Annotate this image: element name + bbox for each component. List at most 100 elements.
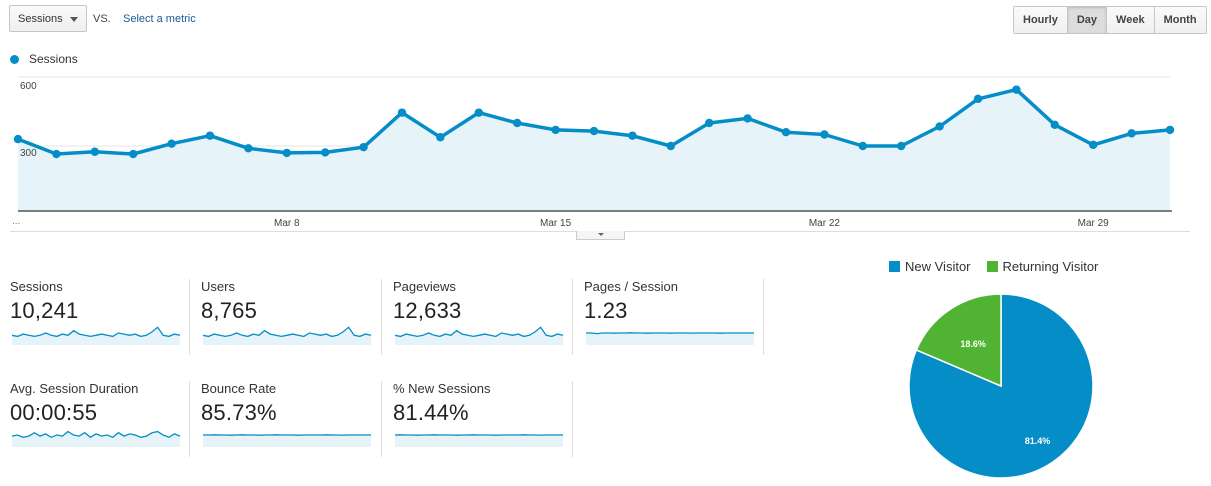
sessions-point[interactable] <box>1050 120 1060 130</box>
sessions-point[interactable] <box>90 147 100 156</box>
sessions-point[interactable] <box>973 94 983 104</box>
sessions-point[interactable] <box>397 108 407 117</box>
sessions-point[interactable] <box>705 118 714 128</box>
tile-divider <box>381 381 382 457</box>
sparkline-line <box>394 326 564 338</box>
sparkline-area <box>203 327 371 345</box>
tile-divider <box>763 279 764 355</box>
select-metric-link[interactable]: Select a metric <box>123 13 196 25</box>
sessions-sparkline <box>11 326 181 345</box>
sparkline-area <box>203 434 371 447</box>
metric-select-dropdown[interactable]: Sessions <box>9 5 87 32</box>
metric-value: 10,241 <box>10 298 79 323</box>
pie-slice-label: 18.6% <box>960 339 986 349</box>
new-sessions-sparkline <box>394 434 563 447</box>
metric-label: Users <box>201 279 235 294</box>
chart-legend: Sessions <box>10 52 78 66</box>
metric-value: 81.44% <box>393 400 469 425</box>
tile-divider <box>572 279 573 355</box>
new-visitor-swatch <box>889 261 900 272</box>
metric-label: % New Sessions <box>393 381 491 396</box>
chevron-down-icon <box>70 17 78 22</box>
returning-visitor-swatch <box>986 261 998 272</box>
collapse-chart-toggle[interactable] <box>576 231 625 240</box>
sessions-point[interactable] <box>474 108 483 117</box>
metric-value: 12,633 <box>393 298 462 323</box>
sessions-point[interactable] <box>244 144 253 153</box>
metric-value: 00:00:55 <box>10 400 98 425</box>
metric-select-value: Sessions <box>18 12 63 25</box>
sessions-area <box>18 89 1170 211</box>
vs-label: VS. <box>93 13 111 25</box>
sparkline-area <box>12 327 180 345</box>
sessions-point[interactable] <box>282 148 291 158</box>
period-toggle-group: Hourly Day Week Month <box>1013 6 1207 34</box>
sessions-point[interactable] <box>743 114 752 123</box>
metric-label: Pageviews <box>393 279 456 294</box>
sparkline-line <box>11 430 181 439</box>
users-sparkline <box>202 326 372 345</box>
metric-value: 85.73% <box>201 400 277 425</box>
x-tick-label: Mar 29 <box>1078 218 1110 229</box>
sessions-point[interactable] <box>589 126 599 136</box>
sessions-point[interactable] <box>321 148 330 157</box>
metric-tile-sessions[interactable]: Sessions 10,241 <box>10 279 182 355</box>
sessions-point[interactable] <box>205 131 215 140</box>
pie-slice-label: 81.4% <box>1025 436 1051 446</box>
sessions-point[interactable] <box>628 131 637 140</box>
period-week-button[interactable]: Week <box>1107 7 1155 33</box>
metric-label: Avg. Session Duration <box>10 381 139 396</box>
x-tick-label: Mar 22 <box>809 218 841 229</box>
metric-tile-avg-session-duration[interactable]: Avg. Session Duration 00:00:55 <box>10 381 182 457</box>
period-hourly-button[interactable]: Hourly <box>1014 7 1068 33</box>
metric-value: 1.23 <box>584 298 628 323</box>
sessions-point[interactable] <box>436 133 445 142</box>
sessions-point[interactable] <box>1012 85 1021 94</box>
metric-tile-users[interactable]: Users 8,765 <box>201 279 373 355</box>
visitor-pie-chart[interactable]: 81.4% 18.6% <box>906 291 1096 481</box>
sessions-point[interactable] <box>13 134 23 144</box>
sessions-point[interactable] <box>551 125 560 135</box>
sparkline-area <box>395 434 563 447</box>
sessions-point[interactable] <box>1127 129 1136 138</box>
sessions-point[interactable] <box>52 149 61 159</box>
bounce-rate-sparkline <box>203 434 371 447</box>
sessions-point[interactable] <box>897 141 906 151</box>
x-tick-label: Mar 8 <box>274 218 300 229</box>
metric-label: Sessions <box>10 279 63 294</box>
sessions-point[interactable] <box>858 141 867 151</box>
y-tick-600: 600 <box>20 81 37 92</box>
sessions-point[interactable] <box>935 122 944 131</box>
sparkline-line <box>202 326 372 338</box>
sessions-point[interactable] <box>1165 125 1175 135</box>
pages-per-session-sparkline <box>586 332 754 345</box>
metric-tile-new-sessions[interactable]: % New Sessions 81.44% <box>393 381 565 457</box>
sessions-point[interactable] <box>781 128 791 137</box>
returning-visitor-slice[interactable] <box>915 293 1002 388</box>
period-day-button[interactable]: Day <box>1067 7 1108 33</box>
chart-legend-label: Sessions <box>29 52 78 66</box>
metric-tile-pages-per-session[interactable]: Pages / Session 1.23 <box>584 279 756 355</box>
pageviews-sparkline <box>394 326 564 345</box>
sessions-point[interactable] <box>1089 140 1098 150</box>
metric-tile-pageviews[interactable]: Pageviews 12,633 <box>393 279 565 355</box>
metric-label: Pages / Session <box>584 279 678 294</box>
series-dot-icon <box>10 54 19 64</box>
pie-legend-label: New Visitor <box>905 259 971 274</box>
avg-session-duration-sparkline <box>11 430 181 447</box>
period-month-button[interactable]: Month <box>1154 7 1206 33</box>
metric-label: Bounce Rate <box>201 381 277 396</box>
sparkline-area <box>586 332 754 345</box>
tile-divider <box>572 381 573 457</box>
sessions-point[interactable] <box>167 139 176 148</box>
sessions-point[interactable] <box>820 130 829 139</box>
metric-tile-bounce-rate[interactable]: Bounce Rate 85.73% <box>201 381 373 457</box>
sessions-point[interactable] <box>359 142 368 152</box>
metric-value: 8,765 <box>201 298 258 323</box>
sessions-line-chart[interactable]: 600 300 Mar 8 Mar 15 Mar 22 Mar 29 <box>0 70 1190 230</box>
tile-divider <box>189 381 190 457</box>
sessions-point[interactable] <box>129 149 138 159</box>
sessions-point[interactable] <box>666 141 675 151</box>
x-tick-ellipsis: ... <box>12 216 21 227</box>
sessions-point[interactable] <box>513 118 522 128</box>
